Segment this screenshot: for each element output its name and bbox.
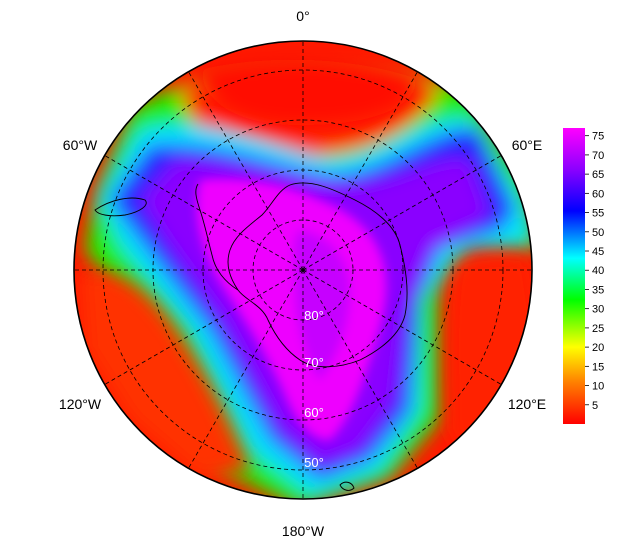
map-boundary: [73, 40, 533, 500]
colorbar: 75 70 65 60 55 50 45 40 35 30 25 20 15 10 5: [563, 128, 604, 424]
meridian-lines: [74, 41, 532, 499]
south-america-coastline: [94, 197, 147, 217]
meridian-210: [188, 269, 304, 469]
colorbar-tick-label: 70: [592, 150, 604, 162]
colorbar-tick-label: 10: [592, 381, 604, 393]
colorbar-tick-label: 75: [592, 131, 604, 143]
coastlines: [94, 182, 408, 491]
colorbar-tick-label: 65: [592, 169, 604, 181]
colorbar-tick-label: 20: [592, 342, 604, 354]
colorbar-tick-label: 25: [592, 323, 604, 335]
meridian-330: [188, 71, 304, 271]
islands-coastline: [339, 481, 355, 491]
meridian-30: [302, 71, 418, 271]
lat-label-70: 70°: [304, 355, 324, 370]
meridian-150: [302, 269, 418, 469]
lat-label-80: 80°: [304, 308, 324, 323]
colorbar-tick-label: 35: [592, 284, 604, 296]
lon-label-bottom: 180°W: [282, 523, 325, 539]
lon-label-upper-right: 60°E: [512, 137, 543, 153]
lat-label-60: 60°: [304, 405, 324, 420]
colorbar-tick-label: 30: [592, 304, 604, 316]
colorbar-ticks: 75 70 65 60 55 50 45 40 35 30 25 20 15 10 5: [585, 131, 604, 412]
colorbar-tick-label: 40: [592, 265, 604, 277]
colorbar-tick-label: 45: [592, 246, 604, 258]
meridian-300: [104, 155, 304, 271]
lon-label-upper-left: 60°W: [63, 137, 98, 153]
meridian-120: [302, 269, 502, 385]
graticule: [74, 41, 532, 499]
colorbar-tick-label: 55: [592, 208, 604, 220]
lon-label-top: 0°: [296, 8, 309, 24]
antarctic-peninsula-coastline: [195, 183, 239, 291]
colorbar-tick-label: 60: [592, 188, 604, 200]
lon-label-lower-left: 120°W: [59, 396, 102, 412]
lon-label-lower-right: 120°E: [508, 396, 546, 412]
colorbar-gradient: [563, 128, 585, 424]
colorbar-tick-label: 50: [592, 227, 604, 239]
lat-label-50: 50°: [304, 455, 324, 470]
meridian-240: [104, 269, 304, 385]
colorbar-tick-label: 15: [592, 361, 604, 373]
meridian-60: [302, 155, 502, 271]
colorbar-tick-label: 5: [592, 400, 598, 412]
antarctica-coastline: [227, 182, 408, 368]
